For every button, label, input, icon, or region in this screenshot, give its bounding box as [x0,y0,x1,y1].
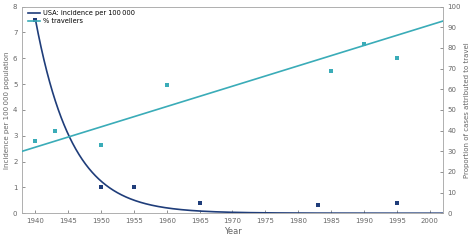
Point [360,42,368,46]
Point [196,201,203,205]
Point [327,69,335,73]
Point [97,186,105,189]
Point [51,129,59,132]
Point [393,201,401,205]
Point [163,83,171,87]
Point [32,18,39,22]
Point [314,204,322,207]
Point [393,56,401,60]
Y-axis label: Incidence per 100 000 population: Incidence per 100 000 population [4,51,10,169]
Point [32,139,39,143]
Point [130,186,138,189]
X-axis label: Year: Year [224,227,241,236]
Y-axis label: Proportion of cases attributed to travel: Proportion of cases attributed to travel [464,42,470,178]
Point [97,143,105,147]
Legend: USA: incidence per 100 000, % travellers: USA: incidence per 100 000, % travellers [27,9,136,25]
